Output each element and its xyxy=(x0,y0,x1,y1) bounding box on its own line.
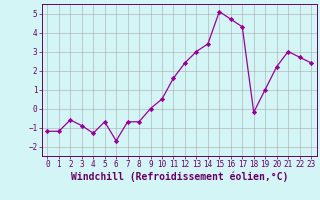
X-axis label: Windchill (Refroidissement éolien,°C): Windchill (Refroidissement éolien,°C) xyxy=(70,172,288,182)
